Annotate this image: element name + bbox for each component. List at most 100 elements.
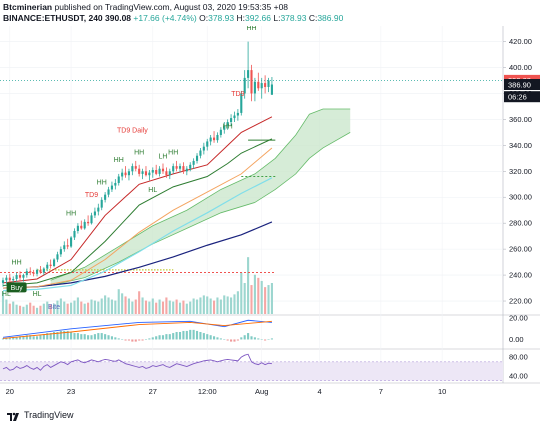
macd-line [2,319,272,338]
volume-bar [110,299,113,314]
tradingview-logo[interactable]: TradingView [4,410,84,422]
candle-body [59,249,62,255]
macd-histogram-bar [151,337,154,340]
candle-body [264,83,267,87]
chart-background [0,26,540,408]
macd-histogram-bar [46,333,49,340]
chart-annotation: Bite [48,304,60,311]
volume-bar [93,300,96,314]
candle-body [87,221,90,224]
macd-histogram-bar [172,333,175,340]
price-axis-badge-label: 06:26 [508,93,527,102]
candle-body [56,254,59,260]
ma-cyan-line [2,177,273,292]
macd-histogram-bar [247,333,250,340]
macd-histogram-bar [1,338,5,340]
volume-bar [35,307,39,314]
volume-bar [212,300,216,314]
price-tick-label: 260.00 [509,245,532,254]
ichimoku-cloud [50,109,351,286]
candle-body [195,155,199,161]
price-tick-label: 300.00 [509,193,532,202]
volume-bar [223,295,226,314]
volume-bar [83,303,86,314]
author-name[interactable]: Btcminerian [3,2,53,12]
candle-body [35,269,39,274]
macd-histogram-bar [161,335,165,340]
candle-body [230,118,233,122]
candle-body [247,70,250,78]
macd-histogram-bar [182,330,185,340]
volume-bar [63,301,66,314]
volume-bar [199,297,202,314]
candle-body [219,129,222,135]
price-tick-label: 240.00 [509,271,532,280]
close-label: C: [308,13,318,23]
volume-bar [240,272,243,314]
macd-histogram-bar [12,337,15,340]
candle-body [25,271,28,276]
macd-histogram-bar [219,338,222,340]
volume-bar [260,280,263,314]
volume-bar [247,257,250,314]
volume-bar [158,299,161,314]
cloud-top-line [50,108,351,281]
candle-body [8,277,11,281]
volume-bar [206,296,209,314]
candle-body [172,166,175,172]
macd-histogram-bar [15,337,18,340]
candle-body [226,122,229,126]
low-label: L: [273,13,281,23]
tradingview-brand: TradingView [24,410,74,420]
candle-body [158,168,161,174]
macd-histogram-bar [87,335,90,340]
macd-histogram-bar [212,336,216,340]
volume-bar [257,277,260,314]
volume-bar [49,304,52,314]
time-tick-label: 7 [379,387,383,396]
macd-histogram-bar [195,330,199,340]
candle-body [209,137,212,142]
candle-body [32,272,35,274]
volume-bar [178,302,182,314]
candle-body [260,83,263,89]
macd-histogram-bar [253,337,256,340]
macd-histogram-bar [25,335,28,340]
volume-bar [42,303,45,314]
macd-histogram-bar [114,337,117,340]
macd-histogram-bar [76,333,79,340]
candle-body [144,171,148,176]
time-tick-label: Aug [255,387,268,396]
volume-bar [264,287,267,314]
volume-bar [233,294,236,314]
candle-body [49,264,52,266]
candle-body [93,211,96,216]
macd-histogram-bar [90,335,93,340]
volume-bar [131,301,134,314]
volume-bar [202,295,205,314]
price-tick-label: 220.00 [509,297,532,306]
symbol-label[interactable]: BINANCE:ETHUSDT, 240 [3,13,103,23]
macd-histogram-bar [59,330,62,340]
volume-bar [76,297,79,314]
volume-bar [189,301,192,314]
buy-signal-label: Buy [11,285,24,292]
volume-bar [121,293,124,314]
volume-bar [243,283,246,314]
candle-body [185,168,188,172]
tradingview-logo-icon [7,412,19,421]
close-value: 386.90 [317,13,344,23]
volume-bar [90,299,93,314]
volume-bar [73,300,76,314]
candle-body [189,164,192,169]
candle-body [151,170,154,173]
chart-area[interactable]: 220.00 240.00 260.00 280.00 300.00 320.00 340.… [0,26,540,408]
macd-histogram-bar [233,339,236,342]
volume-bar [148,301,151,314]
candle-body [165,171,168,176]
candle-body [76,225,79,231]
price-axis-badge [504,91,540,103]
volume-bar [46,301,49,314]
candle-body [155,170,158,174]
macd-histogram-bar [226,339,229,341]
